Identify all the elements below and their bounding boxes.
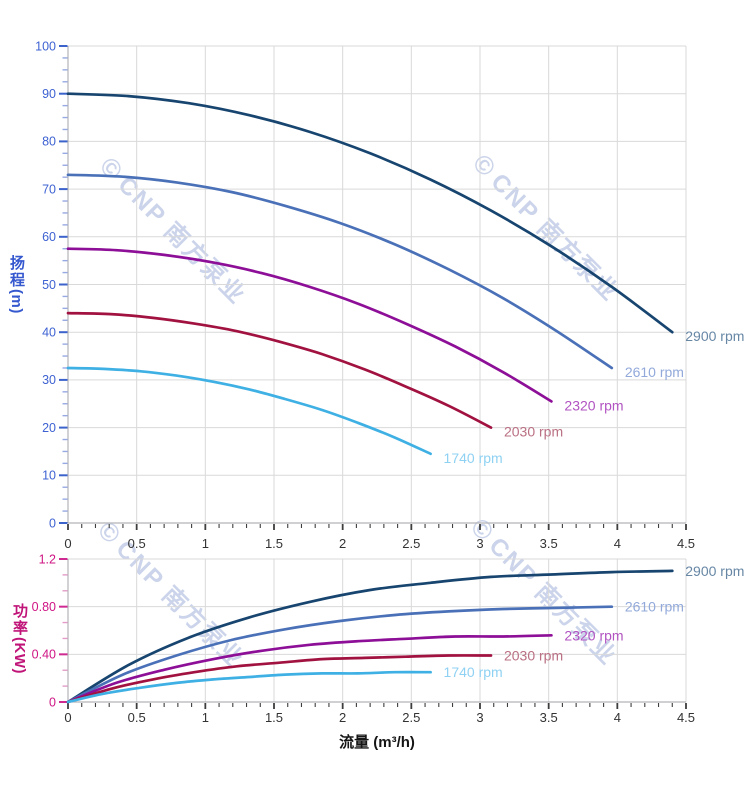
head-x-tick-label: 2 (339, 536, 346, 551)
head-axis-title: 扬程(m) (6, 255, 27, 314)
power-curve-2320-rpm (66, 633, 553, 704)
head-curve-label-2900-rpm: 2900 rpm (685, 328, 744, 344)
power-x-tick-label: 1.5 (265, 710, 283, 725)
power-x-tick-label: 1 (202, 710, 209, 725)
power-y-tick-label: 1.2 (39, 552, 56, 566)
power-curve-label-2900-rpm: 2900 rpm (685, 563, 744, 579)
head-x-tick-label: 4 (614, 536, 621, 551)
power-curve-2030-rpm (66, 654, 493, 704)
head-x-tick-label: 3 (476, 536, 483, 551)
head-x-tick-label: 3.5 (540, 536, 558, 551)
power-x-tick-label: 0 (64, 710, 71, 725)
head-y-tick-label: 70 (42, 182, 56, 196)
head-x-tick-label: 4.5 (677, 536, 695, 551)
head-x-tick-label: 0.5 (128, 536, 146, 551)
head-y-tick-label: 50 (42, 278, 56, 292)
head-curve-2900-rpm (66, 92, 674, 334)
head-y-tick-label: 60 (42, 230, 56, 244)
head-curve-label-2030-rpm: 2030 rpm (504, 424, 563, 440)
head-curve-label-1740-rpm: 1740 rpm (444, 450, 503, 466)
head-y-tick-label: 0 (49, 516, 56, 530)
power-x-tick-label: 4 (614, 710, 621, 725)
power-x-tick-label: 2.5 (402, 710, 420, 725)
head-y-tick-label: 30 (42, 373, 56, 387)
flow-axis-label: 流量 (m³/h) (339, 734, 415, 751)
power-x-tick-label: 3.5 (540, 710, 558, 725)
power-curve-2900-rpm (66, 569, 674, 704)
power-x-tick-label: 4.5 (677, 710, 695, 725)
head-y-tick-label: 10 (42, 469, 56, 483)
power-axis-title: 功率(KW) (9, 603, 30, 674)
power-curve-label-2610-rpm: 2610 rpm (625, 599, 684, 615)
power-curve-label-1740-rpm: 1740 rpm (444, 664, 503, 680)
power-x-tick-label: 2 (339, 710, 346, 725)
head-y-tick-label: 90 (42, 87, 56, 101)
head-x-tick-label: 1 (202, 536, 209, 551)
power-y-tick-label: 0 (49, 695, 56, 709)
head-curve-2610-rpm (66, 173, 614, 370)
power-curve-2610-rpm (66, 605, 614, 704)
power-x-tick-label: 3 (476, 710, 483, 725)
power-curve-label-2030-rpm: 2030 rpm (504, 648, 563, 664)
power-axis-unit: (KW) (11, 637, 28, 674)
head-x-tick-label: 2.5 (402, 536, 420, 551)
head-curve-2320-rpm (66, 247, 553, 403)
head-x-tick-label: 1.5 (265, 536, 283, 551)
head-curve-2030-rpm (66, 311, 493, 429)
head-y-tick-label: 20 (42, 421, 56, 435)
head-y-tick-label: 40 (42, 326, 56, 340)
head-y-tick-label: 80 (42, 135, 56, 149)
head-x-tick-label: 0 (64, 536, 71, 551)
head-curve-1740-rpm (66, 366, 432, 456)
head-y-tick-label: 100 (35, 39, 56, 53)
power-curve-1740-rpm (66, 670, 432, 704)
head-curve-label-2320-rpm: 2320 rpm (564, 397, 623, 413)
head-axis-unit: (m) (8, 289, 25, 314)
head-curve-label-2610-rpm: 2610 rpm (625, 364, 684, 380)
power-y-tick-label: 0.40 (32, 648, 56, 662)
power-y-tick-label: 0.80 (32, 600, 56, 614)
power-axis-title-text: 功率 (11, 603, 28, 637)
head-axis-title-text: 扬程 (8, 255, 25, 289)
power-curve-label-2320-rpm: 2320 rpm (564, 627, 623, 643)
power-x-tick-label: 0.5 (128, 710, 146, 725)
power-chart: 1.2 0.80 0.40 00 0.5 1 1.5 2 2.5 3 3.5 4 4.5 2900 rpm… (32, 552, 745, 725)
